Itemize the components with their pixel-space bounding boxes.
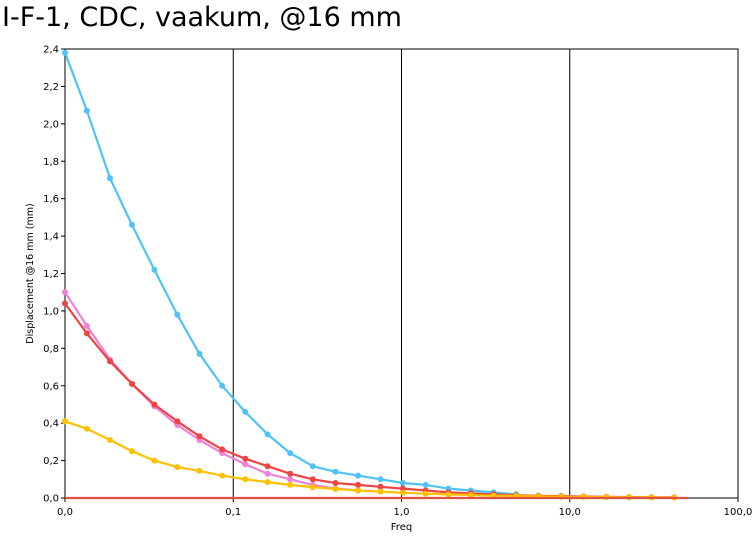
series-3	[62, 300, 678, 501]
data-point	[422, 481, 429, 488]
data-point	[399, 485, 406, 492]
data-point	[151, 266, 158, 273]
series-1	[62, 49, 520, 498]
data-point	[309, 484, 316, 491]
data-point	[129, 221, 135, 228]
data-point	[332, 486, 339, 492]
data-point	[422, 490, 429, 497]
y-axis-label: Displacement @16 mm (mm)	[25, 203, 36, 343]
y-tick-label: 0,4	[43, 419, 59, 430]
data-point	[107, 358, 113, 365]
data-point	[377, 483, 384, 490]
data-point	[151, 457, 158, 464]
data-point	[377, 488, 384, 495]
grid	[232, 49, 571, 498]
series-line	[64, 302, 675, 499]
x-tick-label: 100,0	[724, 507, 753, 518]
data-point	[242, 455, 249, 462]
data-point	[62, 289, 68, 296]
data-point	[219, 382, 226, 389]
y-tick-label: 1,0	[43, 306, 59, 317]
x-tick-label: 0,1	[225, 507, 241, 518]
data-point	[151, 401, 158, 408]
y-tick-label: 1,4	[43, 232, 59, 243]
data-point	[309, 463, 316, 470]
y-tick-label: 0,2	[43, 456, 59, 467]
data-point	[264, 470, 271, 477]
chart-title: I-F-1, CDC, vaakum, @16 mm	[2, 2, 402, 33]
data-point	[219, 446, 226, 453]
data-point	[287, 450, 294, 457]
y-tick-label: 2,2	[43, 82, 59, 93]
y-tick-label: 0,6	[43, 381, 59, 392]
y-tick-label: 2,0	[43, 119, 59, 130]
data-point	[287, 476, 294, 483]
data-point	[332, 480, 339, 486]
y-axis-ticks: 0,0 0,2 0,4 0,6 0,8 1,0 1,2 1,4 1,6 1,8 2,0 2,2 2,4	[43, 45, 65, 505]
data-point	[83, 322, 90, 329]
data-point	[129, 448, 135, 455]
x-tick-label: 1,0	[394, 507, 410, 518]
x-axis-ticks: 0,0 0,1 1,0 10,0 100,0	[57, 498, 752, 518]
data-point	[174, 311, 181, 318]
x-tick-label: 0,0	[57, 507, 73, 518]
data-point	[62, 49, 68, 56]
y-tick-label: 1,2	[43, 269, 59, 280]
data-point	[107, 437, 113, 443]
data-point	[83, 425, 90, 432]
series-line	[63, 52, 517, 496]
y-tick-label: 1,8	[43, 157, 59, 168]
data-point	[264, 431, 271, 438]
y-tick-label: 2,4	[43, 45, 59, 56]
series-line	[64, 291, 359, 492]
data-point	[242, 461, 249, 468]
data-point	[399, 480, 406, 486]
data-point	[242, 408, 249, 415]
data-point	[287, 470, 294, 477]
data-point	[332, 468, 339, 475]
y-tick-label: 0,0	[43, 494, 59, 505]
series-line	[64, 420, 675, 499]
series-2	[62, 289, 362, 494]
data-point	[196, 467, 203, 474]
data-point	[219, 472, 226, 479]
data-point	[377, 476, 384, 483]
data-point	[62, 300, 68, 307]
data-point	[355, 481, 362, 488]
x-tick-label: 10,0	[559, 507, 581, 518]
data-point	[62, 418, 68, 425]
data-point	[309, 476, 316, 483]
data-point	[83, 107, 90, 114]
data-point	[355, 487, 362, 494]
data-point	[174, 418, 181, 425]
data-point	[264, 479, 271, 486]
data-point	[287, 481, 294, 488]
data-point	[264, 463, 271, 470]
series-4	[62, 418, 678, 501]
y-tick-label: 1,6	[43, 194, 59, 205]
x-axis-label: Freq	[391, 522, 412, 533]
data-point	[107, 175, 113, 182]
data-point	[355, 472, 362, 479]
data-point	[242, 476, 249, 483]
data-point	[399, 489, 406, 496]
data-point	[83, 330, 90, 337]
series-layer	[62, 49, 688, 501]
data-point	[196, 350, 203, 357]
data-point	[196, 433, 203, 440]
data-point	[129, 380, 135, 387]
data-point	[467, 492, 474, 498]
data-point	[174, 464, 181, 471]
data-point	[445, 491, 452, 498]
y-tick-label: 0,8	[43, 344, 59, 355]
